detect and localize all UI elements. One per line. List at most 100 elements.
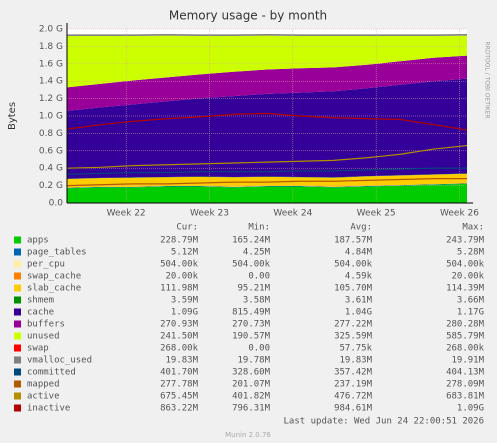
legend-stat: 328.60M: [232, 368, 271, 378]
legend-stat: 4.59k: [345, 272, 373, 282]
legend-stat: 5.12M: [171, 248, 199, 258]
legend-label: vmalloc_used: [27, 356, 92, 366]
legend-stat: 404.13M: [446, 368, 485, 378]
legend-label: unused: [27, 332, 60, 342]
legend-swatch: [14, 320, 21, 328]
legend-stat: 3.59M: [171, 296, 199, 306]
stat-header: Max:: [462, 223, 484, 233]
legend-stat: 268.00k: [446, 344, 485, 354]
line: [66, 112, 468, 131]
legend-label: shmem: [27, 296, 54, 306]
legend-stat: 1.09G: [171, 308, 198, 318]
legend-stat: 187.57M: [334, 236, 373, 246]
legend-stat: 237.19M: [334, 380, 373, 390]
legend-stat: 19.78M: [237, 356, 270, 366]
area: [67, 78, 467, 179]
legend-label: buffers: [27, 320, 65, 330]
y-tick-label: 0.2 G: [39, 181, 63, 191]
legend-stat: 357.42M: [334, 368, 373, 378]
legend-stat: 1.09G: [457, 404, 484, 414]
x-tick-label: Week 26: [440, 209, 479, 219]
legend-swatch: [14, 344, 21, 352]
legend-swatch: [14, 332, 21, 340]
legend-stat: 278.09M: [446, 380, 485, 390]
legend-stat: 19.91M: [451, 356, 484, 366]
x-tick-label: Week 24: [273, 209, 312, 219]
stat-header: Avg:: [350, 223, 372, 233]
y-tick-label: 0.4 G: [39, 164, 63, 174]
line: [66, 144, 468, 169]
legend-swatch: [14, 248, 21, 256]
legend-stat: 401.82M: [232, 392, 271, 402]
legend-label: apps: [27, 236, 49, 246]
legend-stat: 3.66M: [457, 296, 485, 306]
legend-stat: 585.79M: [446, 332, 485, 342]
chart-title: Memory usage - by month: [169, 9, 327, 23]
y-axis-label: Bytes: [7, 102, 18, 130]
legend-swatch: [14, 380, 21, 388]
legend-stat: 863.22M: [160, 404, 199, 414]
legend-swatch: [14, 392, 21, 400]
side-text: RRDTOOL / TOBI OETIKER: [484, 41, 491, 118]
legend-stat: 277.22M: [334, 320, 373, 330]
legend-stat: 19.83M: [339, 356, 372, 366]
legend-stat: 165.24M: [232, 236, 271, 246]
legend-stat: 675.45M: [160, 392, 199, 402]
legend-label: mapped: [27, 380, 60, 390]
legend-stat: 683.81M: [446, 392, 485, 402]
legend-label: active: [27, 392, 60, 402]
legend-swatch: [14, 296, 21, 304]
y-tick-label: 1.6 G: [39, 59, 63, 69]
legend-stat: 19.83M: [165, 356, 198, 366]
legend-stat: 504.00k: [160, 260, 199, 270]
stat-header: Cur:: [176, 223, 198, 233]
area: [67, 35, 467, 88]
area: [67, 183, 467, 203]
legend-label: swap_cache: [27, 272, 81, 282]
legend-swatch: [14, 260, 21, 268]
legend-stat: 3.58M: [243, 296, 271, 306]
legend-stat: 268.00k: [160, 344, 199, 354]
y-tick-label: 1.2 G: [39, 94, 63, 104]
y-tick-label: 0.0: [49, 199, 64, 209]
legend-swatch: [14, 368, 21, 376]
legend-stat: 984.61M: [334, 404, 373, 414]
line: [66, 178, 467, 187]
footer: Munin 2.0.76: [225, 431, 271, 439]
y-tick-label: 2.0 G: [39, 25, 63, 35]
legend-stat: 105.70M: [334, 284, 373, 294]
legend-stat: 95.21M: [237, 284, 270, 294]
legend-stat: 111.98M: [160, 284, 199, 294]
legend-stat: 20.00k: [165, 272, 198, 282]
legend-stat: 280.28M: [446, 320, 485, 330]
legend-stat: 190.57M: [232, 332, 271, 342]
legend-stat: 796.31M: [232, 404, 271, 414]
legend-stat: 243.79M: [446, 236, 485, 246]
x-tick-label: Week 23: [190, 209, 229, 219]
legend-swatch: [14, 272, 21, 280]
legend-stat: 241.50M: [160, 332, 199, 342]
legend-stat: 5.28M: [457, 248, 485, 258]
legend-swatch: [14, 236, 21, 244]
y-tick-label: 0.6 G: [39, 146, 63, 156]
legend-label: swap: [27, 344, 49, 354]
legend-stat: 4.25M: [243, 248, 271, 258]
legend-stat: 0.00: [248, 344, 270, 354]
legend-stat: 20.00k: [451, 272, 484, 282]
legend-stat: 504.00k: [446, 260, 485, 270]
legend-stat: 277.78M: [160, 380, 199, 390]
line: [66, 167, 467, 175]
legend-stat: 401.70M: [160, 368, 199, 378]
stat-header: Min:: [248, 223, 270, 233]
legend-label: cache: [27, 308, 54, 318]
legend-stat: 504.00k: [232, 260, 271, 270]
legend-label: slab_cache: [27, 284, 81, 294]
legend-stat: 270.73M: [232, 320, 271, 330]
y-tick-label: 1.0 G: [39, 112, 63, 122]
legend-stat: 3.61M: [345, 296, 373, 306]
legend-stat: 1.17G: [457, 308, 484, 318]
area: [67, 55, 467, 111]
legend-stat: 270.93M: [160, 320, 199, 330]
legend-stat: 201.07M: [232, 380, 271, 390]
